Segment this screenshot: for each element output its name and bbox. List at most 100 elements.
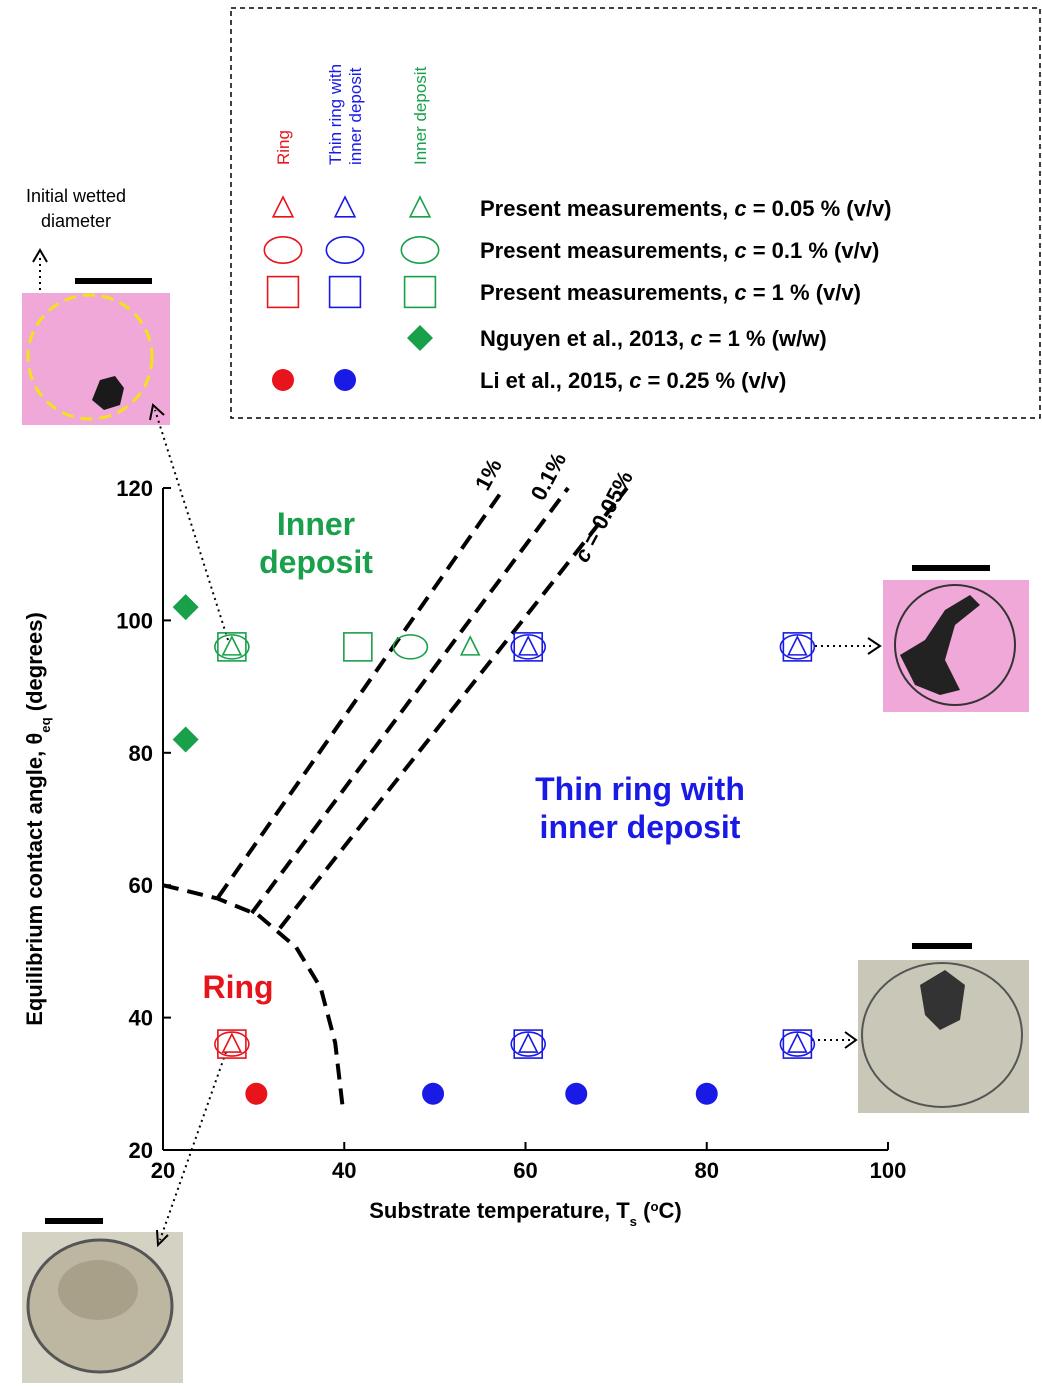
y-tick-label: 80 [129,741,153,766]
ellipse [264,237,301,263]
triangle [461,637,479,655]
square [405,277,436,308]
triangle [223,637,241,655]
text-part: (degrees) [22,612,47,717]
y-tick-label: 100 [116,608,153,633]
ellipse [401,237,438,263]
region-label: inner deposit [540,809,741,845]
text-part: Substrate temperature, T [369,1198,630,1223]
marker-circle [401,237,438,263]
x-tick-label: 100 [870,1158,907,1183]
y-tick-label: 120 [116,476,153,501]
triangle [519,637,537,655]
legend-column-label: inner deposit [346,67,365,165]
triangle [519,1034,537,1052]
text-part: Li et al., 2015, [480,368,629,393]
ellipse [393,635,427,659]
text-part: = 1 % (w/w) [703,326,827,351]
text-part: Present measurements, [480,238,734,263]
marker-triangle [335,197,355,217]
y-tick-label: 40 [129,1006,153,1031]
text-part: c [734,280,746,305]
legend-label: Present measurements, c = 1 % (v/v) [480,280,861,305]
text-part: Equilibrium contact angle, θ [22,733,47,1026]
marker-dot [272,369,294,391]
marker-square [405,277,436,308]
text-part: Present measurements, [480,196,734,221]
marker-square [268,277,299,308]
text-part: c [629,368,641,393]
region-label: Inner [277,506,355,542]
marker-triangle [519,637,537,655]
photo-note: Initial wetted [26,186,126,206]
square [268,277,299,308]
diamond [407,325,433,351]
legend-column-label: Thin ring with [326,64,345,165]
text-part: c [690,326,702,351]
legend-label: Present measurements, c = 0.05 % (v/v) [480,196,892,221]
marker-diamond [407,325,433,351]
text-part: = 0.25 % (v/v) [641,368,786,393]
region-label: Ring [202,969,273,1005]
text-part: = 1 % (v/v) [747,280,861,305]
ellipse [326,237,363,263]
x-tick-label: 40 [332,1158,356,1183]
marker-triangle [788,637,806,655]
x-tick-label: 60 [513,1158,537,1183]
text-part: C) [659,1198,682,1223]
triangle [788,1034,806,1052]
dot [334,369,356,391]
x-tick-label: 80 [695,1158,719,1183]
marker-circle [326,237,363,263]
marker-dot [565,1083,587,1105]
triangle [335,197,355,217]
legend-label: Li et al., 2015, c = 0.25 % (v/v) [480,368,786,393]
marker-dot [696,1083,718,1105]
text-part: 1% [470,455,507,495]
text-part: 0.1% [526,448,572,504]
text-part: ( [637,1198,651,1223]
marker-triangle [410,197,430,217]
triangle [410,197,430,217]
marker-circle [264,237,301,263]
text-part: Present measurements, [480,280,734,305]
marker-circle [393,635,427,659]
text-part: c [734,196,746,221]
marker-dot [422,1083,444,1105]
marker-triangle [223,1034,241,1052]
marker-triangle [273,197,293,217]
boundary-label: c = 0.05% [569,467,638,567]
legend-column-label: Inner deposit [411,66,430,165]
triangle [788,637,806,655]
marker-dot [245,1083,267,1105]
diamond [173,727,199,753]
photo-right-top [883,568,1029,712]
dot [422,1083,444,1105]
boundary-label: 1% [470,455,507,495]
marker-dot [334,369,356,391]
text-part: = 0.1 % (v/v) [747,238,880,263]
photo-note: diameter [41,211,111,231]
text-part: Nguyen et al., 2013, [480,326,690,351]
diamond [173,594,199,620]
text-part: c [734,238,746,263]
legend-label: Nguyen et al., 2013, c = 1 % (w/w) [480,326,827,351]
marker-diamond [173,594,199,620]
y-tick-label: 60 [129,873,153,898]
marker-diamond [173,727,199,753]
text-part: = 0.05% [575,467,638,556]
photo-top-left [22,281,170,425]
marker-triangle [461,637,479,655]
boundary-label: 0.1% [526,448,572,504]
marker-square [344,633,372,661]
square [330,277,361,308]
marker-square [330,277,361,308]
text-part: eq [38,717,53,732]
x-axis-label: Substrate temperature, Ts (oC) [369,1198,681,1229]
region-label: Thin ring with [535,771,745,807]
photo-right-bottom [858,946,1029,1113]
marker-triangle [788,1034,806,1052]
legend-column-label: Ring [274,130,293,165]
marker-triangle [519,1034,537,1052]
figure: 2040608010020406080100120Substrate tempe… [0,0,1042,1383]
